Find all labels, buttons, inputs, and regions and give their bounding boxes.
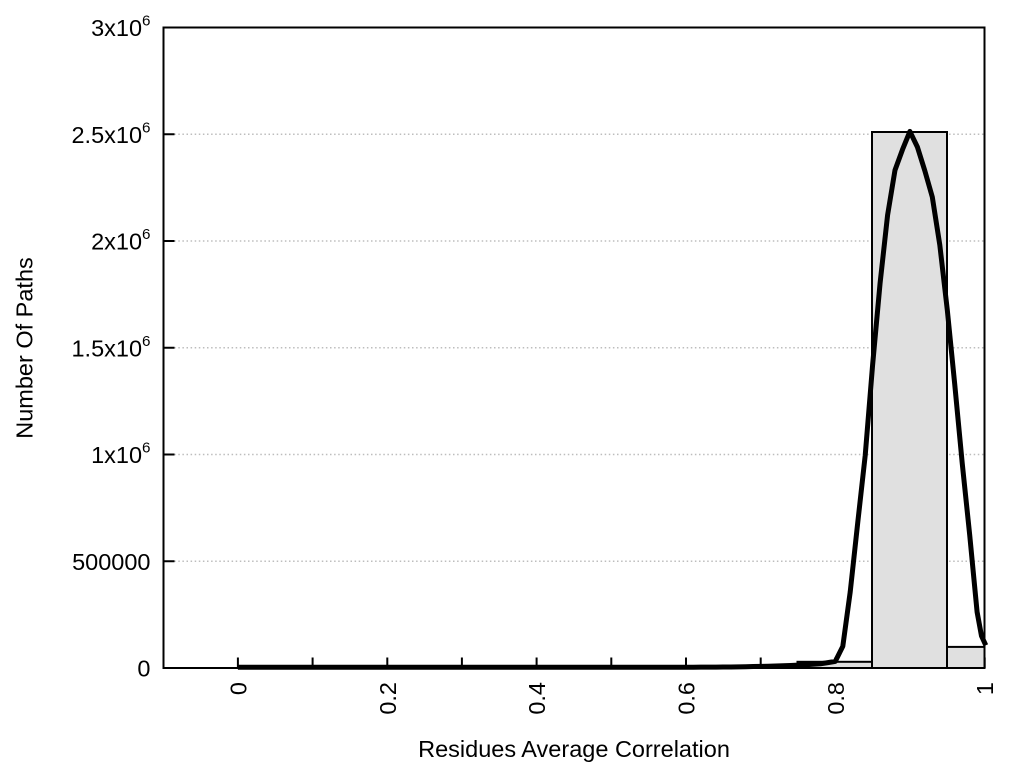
svg-text:2x106: 2x106: [91, 226, 150, 254]
svg-text:1: 1: [972, 682, 998, 695]
svg-text:0.6: 0.6: [674, 682, 700, 715]
svg-text:0.8: 0.8: [823, 682, 849, 715]
svg-text:1.5x106: 1.5x106: [71, 333, 150, 361]
svg-text:Residues Average Correlation: Residues Average Correlation: [418, 736, 730, 762]
svg-text:1x106: 1x106: [91, 440, 150, 468]
svg-text:500000: 500000: [72, 549, 150, 575]
svg-text:0: 0: [226, 682, 252, 695]
svg-text:0: 0: [137, 656, 150, 682]
svg-text:0.4: 0.4: [524, 682, 550, 715]
svg-text:Number Of Paths: Number Of Paths: [12, 257, 38, 439]
svg-text:0.2: 0.2: [375, 682, 401, 715]
svg-text:2.5x106: 2.5x106: [71, 119, 150, 147]
svg-text:3x106: 3x106: [91, 13, 150, 41]
